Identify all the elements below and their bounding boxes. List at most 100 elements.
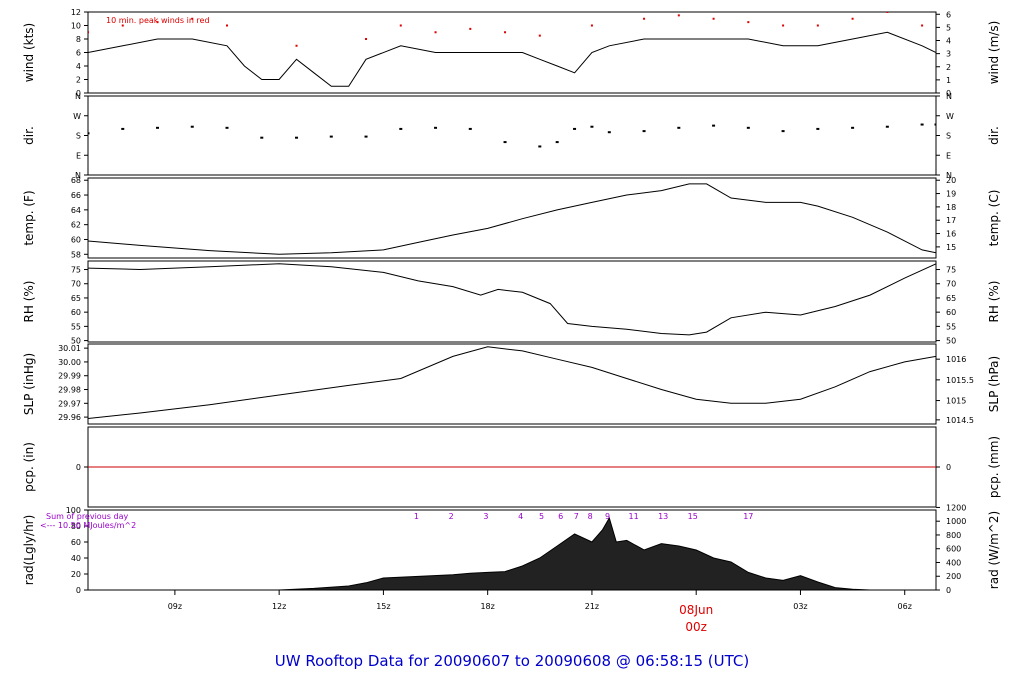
temperature-series-line xyxy=(88,183,936,255)
temperature-right-tick-label: 20 xyxy=(946,176,956,185)
wind-right-tick-label: 0 xyxy=(946,89,951,98)
direction-plot-area xyxy=(88,123,936,148)
direction-ylabel: dir. xyxy=(22,126,36,145)
direction-point xyxy=(712,124,716,127)
radiation-hour-marker: 9 xyxy=(605,512,610,521)
temperature-ylabel-right: temp. (C) xyxy=(987,190,1001,247)
radiation-right-tick-label: 200 xyxy=(946,572,961,581)
temperature-right-tick-label: 17 xyxy=(946,216,956,225)
humidity-right-tick-label: 70 xyxy=(946,280,956,289)
wind-peak-mark xyxy=(921,24,924,27)
direction-point xyxy=(677,126,681,129)
direction-right-tick-label: W xyxy=(946,112,954,121)
humidity-right-tick-label: 65 xyxy=(946,294,956,303)
temperature-left-tick-label: 66 xyxy=(71,191,81,200)
radiation-right-tick-label: 1200 xyxy=(946,503,966,512)
wind-peak-mark xyxy=(504,31,507,34)
wind-ylabel-right: wind (m/s) xyxy=(987,21,1001,85)
direction-point xyxy=(538,145,542,148)
time-axis: 09z 12z 15z 18z 21z 03z 06z 08Jun 00z xyxy=(168,590,912,634)
direction-point xyxy=(503,141,507,144)
radiation-hour-marker: 4 xyxy=(518,512,523,521)
direction-point xyxy=(190,125,194,128)
precipitation-left-tick-label: 0 xyxy=(76,463,81,472)
temperature-right-tick-label: 16 xyxy=(946,230,956,239)
radiation-hour-marker: 1 xyxy=(414,512,419,521)
humidity-left-tick-label: 75 xyxy=(71,266,81,275)
radiation-hour-marker: 8 xyxy=(588,512,593,521)
wind-peak-mark xyxy=(712,17,715,20)
humidity-ylabel-right: RH (%) xyxy=(987,281,1001,323)
wind-peak-mark xyxy=(782,24,785,27)
wind-peak-mark xyxy=(538,34,541,37)
direction-point xyxy=(399,127,403,130)
wind-right-tick-label: 6 xyxy=(946,10,951,19)
wind-left-tick-label: 4 xyxy=(76,62,81,71)
radiation-hour-marker: 17 xyxy=(743,512,753,521)
pressure-left-tick-label: 29.99 xyxy=(58,372,81,381)
radiation-panel: 020406080100020040060080010001200rad(Lgl… xyxy=(22,503,1001,595)
pressure-plot-area xyxy=(88,346,936,419)
radiation-right-tick-label: 0 xyxy=(946,586,951,595)
temperature-left-tick-label: 58 xyxy=(71,250,81,259)
wind-peak-mark xyxy=(886,12,889,13)
humidity-right-tick-label: 60 xyxy=(946,308,956,317)
humidity-right-tick-label: 55 xyxy=(946,322,956,331)
direction-left-tick-label: E xyxy=(76,151,81,160)
time-tick-label: 09z xyxy=(168,602,182,611)
day-marker-label: 00z xyxy=(685,620,707,634)
pressure-left-tick-label: 29.97 xyxy=(58,399,81,408)
radiation-left-tick-label: 100 xyxy=(66,506,81,515)
temperature-left-tick-label: 60 xyxy=(71,235,81,244)
wind-series-line xyxy=(88,31,936,87)
wind-right-tick-label: 3 xyxy=(946,50,951,59)
direction-left-tick-label: W xyxy=(73,112,81,121)
radiation-right-tick-label: 800 xyxy=(946,531,961,540)
radiation-left-tick-label: 80 xyxy=(71,522,81,531)
radiation-right-tick-label: 400 xyxy=(946,558,961,567)
radiation-hour-marker: 3 xyxy=(483,512,488,521)
time-tick-label: 03z xyxy=(793,602,807,611)
wind-left-tick-label: 0 xyxy=(76,89,81,98)
direction-left-tick-label: N xyxy=(75,171,81,180)
wind-peak-mark xyxy=(677,14,680,17)
radiation-left-tick-label: 60 xyxy=(71,538,81,547)
pressure-left-tick-label: 30.01 xyxy=(58,344,81,353)
pressure-panel: 29.96 29.97 29.98 29.99 30.00 30.01 1014.5 1015… xyxy=(22,343,1001,425)
direction-point xyxy=(434,126,438,129)
radiation-annotation-line: Sum of previous day xyxy=(46,512,128,521)
precipitation-panel: 0 0 pcp. (in) pcp. (mm) xyxy=(22,426,1001,508)
direction-point xyxy=(156,126,160,129)
precipitation-ylabel-right: pcp. (mm) xyxy=(987,436,1001,498)
direction-point xyxy=(642,130,646,133)
wind-peak-mark xyxy=(226,24,229,27)
direction-point xyxy=(329,135,333,138)
pressure-ylabel: SLP (inHg) xyxy=(22,353,36,415)
humidity-right-tick-label: 75 xyxy=(946,266,956,275)
wind-left-tick-label: 8 xyxy=(76,35,81,44)
temperature-left-tick-label: 62 xyxy=(71,221,81,230)
direction-point xyxy=(851,126,855,129)
pressure-right-tick-label: 1016 xyxy=(946,355,966,364)
wind-annotation: 10 min. peak winds in red xyxy=(106,16,210,25)
wind-left-tick-label: 10 xyxy=(71,22,81,31)
day-marker-date: 08Jun xyxy=(679,603,713,617)
direction-right-tick-label: N xyxy=(946,171,952,180)
wind-left-tick-label: 12 xyxy=(71,8,81,17)
direction-right-tick-label: E xyxy=(946,151,951,160)
wind-peak-mark xyxy=(469,27,472,30)
wind-right-tick-label: 5 xyxy=(946,23,951,32)
wind-peak-mark xyxy=(88,31,89,34)
temperature-right-tick-label: 18 xyxy=(946,203,956,212)
wind-right-tick-label: 4 xyxy=(946,37,951,46)
wind-peak-mark xyxy=(191,17,194,20)
direction-point xyxy=(934,123,936,126)
chart-title: UW Rooftop Data for 20090607 to 20090608… xyxy=(275,652,749,670)
radiation-ylabel: rad(Lgly/hr) xyxy=(22,515,36,586)
direction-point xyxy=(746,126,750,129)
direction-ylabel-right: dir. xyxy=(987,126,1001,145)
pressure-ylabel-right: SLP (hPa) xyxy=(987,356,1001,412)
direction-point xyxy=(607,131,611,134)
